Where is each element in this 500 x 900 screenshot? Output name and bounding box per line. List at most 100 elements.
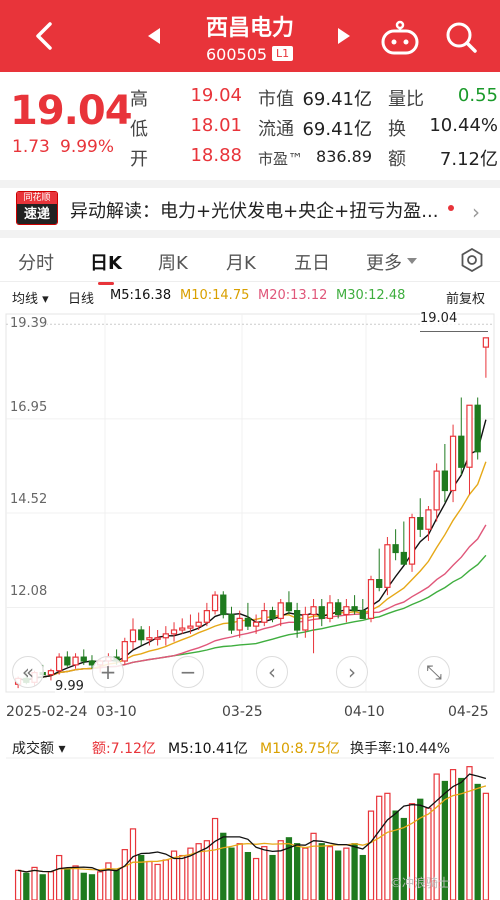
turnover-rate: 换手率:10.44% [350, 741, 451, 757]
candle-body [376, 579, 383, 588]
volume-bar [80, 872, 87, 900]
volume-legend: 成交额 ▾ 额:7.12亿 M5:10.41亿 M10:8.75亿 换手率:10… [0, 736, 500, 758]
news-banner[interactable]: 同花顺 速递 异动解读：电力+光伏发电+央企+扭亏为盈... › [0, 188, 500, 230]
next-stock-icon[interactable] [338, 28, 350, 44]
volume-bar [203, 840, 211, 900]
volume-m5: M5:10.41亿 [168, 741, 248, 757]
tab-intraday[interactable]: 分时 [18, 253, 54, 274]
candle-body [220, 594, 227, 616]
candle-body [211, 594, 219, 612]
volume-bar [23, 872, 30, 900]
y-tick: 16.95 [10, 400, 48, 415]
candle-body [302, 613, 309, 631]
fullscreen-icon[interactable]: ⤡ [418, 656, 450, 688]
volume-bar [335, 850, 342, 900]
tab-five-day[interactable]: 五日 [294, 253, 330, 274]
candle-body [293, 610, 301, 631]
ma20-value: M20:13.12 [258, 288, 328, 303]
candle-body [408, 517, 416, 565]
scroll-left-icon[interactable]: ‹ [256, 656, 288, 688]
volume-bar [302, 847, 309, 900]
x-label: 04-25 [448, 704, 489, 720]
x-label: 03-10 [96, 704, 137, 720]
candle-body [121, 641, 128, 662]
volume-bar [146, 860, 153, 900]
tab-more[interactable]: 更多 [366, 253, 402, 274]
volume-bar [458, 777, 465, 900]
ma-period: 日线 [68, 292, 95, 307]
candle-body [433, 470, 440, 511]
market-cap-value: 69.41亿 [302, 89, 372, 110]
kline-chart[interactable] [0, 308, 500, 900]
volume-indicator-dropdown[interactable]: 成交额 ▾ [12, 741, 66, 757]
float-cap-label: 流通 [258, 119, 294, 140]
scroll-left-fast-icon[interactable]: « [12, 656, 44, 688]
chevron-right-icon[interactable]: › [472, 200, 480, 224]
period-tabs: 分时 日K 周K 月K 五日 更多 [0, 240, 500, 285]
candle-body [154, 637, 161, 640]
candle-body [228, 613, 235, 631]
x-label: 2025-02-24 [6, 704, 88, 720]
volume-bar [220, 832, 227, 900]
scroll-right-icon[interactable]: › [336, 656, 368, 688]
volume-bar [269, 854, 276, 900]
volume-bar [474, 783, 481, 900]
candle-body [162, 633, 169, 639]
dropdown-icon[interactable] [407, 258, 417, 264]
ma-dropdown[interactable]: 均线 ▾ [12, 292, 49, 307]
candle-body [203, 610, 211, 623]
level-badge: L1 [272, 46, 294, 61]
volume-bar [310, 832, 317, 900]
watermark: ©冲浪骑士 [390, 876, 451, 890]
robot-assistant-icon[interactable] [380, 20, 420, 56]
tab-daily-k[interactable]: 日K [90, 249, 122, 285]
volume-bar [121, 849, 128, 900]
low-price-label: 9.99 [55, 679, 84, 694]
candle-body [195, 621, 202, 627]
volume-bar [408, 803, 416, 900]
candle-body [170, 629, 178, 635]
prev-stock-icon[interactable] [148, 28, 160, 44]
current-price: 19.04 [10, 88, 133, 134]
candle-body [359, 610, 366, 619]
volume-bar [162, 859, 169, 900]
volume-bar [129, 828, 137, 900]
volume-bar [351, 843, 358, 900]
candle-body [55, 656, 63, 672]
back-icon[interactable] [28, 18, 64, 54]
high-value: 19.04 [190, 85, 242, 106]
news-text[interactable]: 异动解读：电力+光伏发电+央企+扭亏为盈... [70, 201, 439, 222]
stock-name: 西昌电力 [205, 16, 294, 41]
volume-bar [97, 871, 104, 900]
candle-body [400, 551, 407, 565]
volume-bar [326, 846, 334, 900]
zoom-out-icon[interactable]: − [172, 656, 204, 688]
divider [0, 230, 500, 238]
divider [0, 180, 500, 188]
candle-body [392, 544, 399, 554]
settings-icon[interactable] [460, 248, 484, 272]
candle-body [335, 602, 342, 616]
stock-code: 600505 [206, 45, 268, 64]
volume-bar [400, 817, 407, 900]
candle-body [425, 509, 432, 530]
volume-amount: 额:7.12亿 [92, 741, 156, 757]
candle-body [384, 544, 391, 588]
zoom-in-icon[interactable]: + [92, 656, 124, 688]
candle-body [236, 617, 243, 631]
high-label: 高 [130, 89, 148, 110]
candle-body [269, 610, 276, 619]
volume-bar [367, 810, 375, 900]
volume-bar [113, 869, 120, 900]
tab-monthly-k[interactable]: 月K [226, 253, 256, 274]
adjust-toggle[interactable]: 前复权 [446, 292, 486, 307]
ma10-value: M10:14.75 [180, 288, 250, 303]
ma5-value: M5:16.38 [110, 288, 172, 303]
tab-weekly-k[interactable]: 周K [158, 253, 188, 274]
candle-body [318, 606, 325, 619]
amount-label: 额 [388, 149, 406, 170]
volume-m10: M10:8.75亿 [260, 741, 340, 757]
amount-value: 7.12亿 [439, 149, 498, 170]
search-icon[interactable] [444, 20, 478, 54]
last-price-label: 19.04 [420, 311, 458, 326]
